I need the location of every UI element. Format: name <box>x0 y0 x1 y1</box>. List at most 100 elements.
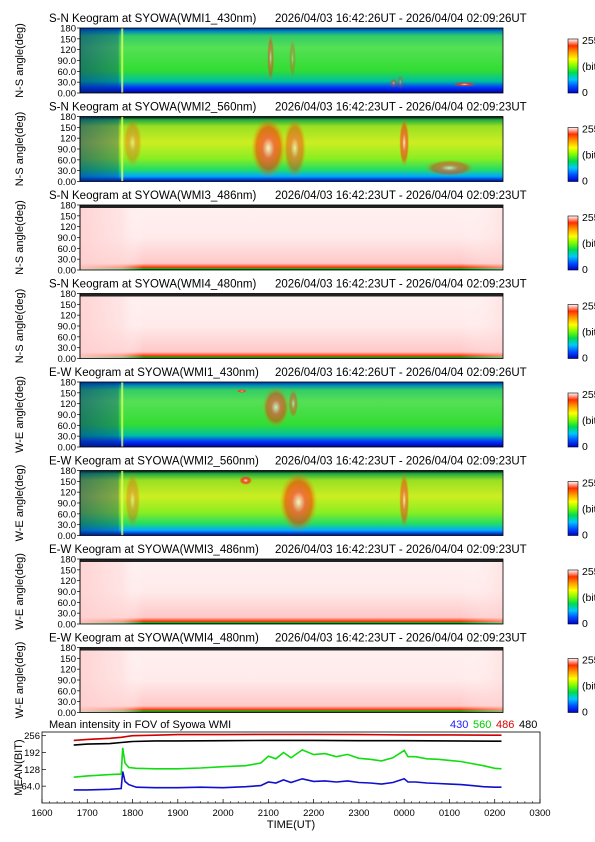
colorbar <box>567 569 579 625</box>
aurora-feature <box>279 472 318 532</box>
keogram-edge-band <box>80 293 503 297</box>
y-tick-label: 30.0 <box>58 609 77 620</box>
colorbar <box>567 215 579 271</box>
aurora-feature <box>399 118 410 168</box>
colorbar <box>567 481 579 536</box>
panel-title: S-N Keogram at SYOWA(WMI4_480nm) <box>49 279 256 291</box>
colorbar-min-label: 0 <box>582 530 588 542</box>
aurora-feature <box>396 74 404 90</box>
y-tick-label: 30.0 <box>58 432 77 443</box>
aurora-feature <box>251 118 286 178</box>
colorbar-max-label: 255 <box>582 655 595 667</box>
y-tick-label: 256 <box>24 731 40 742</box>
y-tick-label: 120 <box>60 311 76 322</box>
colorbar-unit-label: (bit) <box>582 238 595 250</box>
colorbar-max-label: 255 <box>582 478 595 490</box>
aurora-feature <box>289 38 297 79</box>
y-tick-label: 150 <box>60 654 76 665</box>
keogram-panel: S-N Keogram at SYOWA(WMI4_480nm) 2026/04/… <box>14 279 595 366</box>
series-line-560 <box>73 747 502 778</box>
x-tick-label: 0000 <box>394 808 415 819</box>
y-tick-label: 60.0 <box>58 332 77 343</box>
keogram-edge-band <box>80 205 503 208</box>
y-tick-label: 128 <box>24 765 40 776</box>
y-tick-label: 120 <box>60 399 76 410</box>
y-tick-label: 180 <box>60 112 76 123</box>
colorbar-min-label: 0 <box>582 618 588 630</box>
keogram-shading <box>80 559 503 624</box>
y-tick-label: 60.0 <box>58 421 77 432</box>
y-tick-label: 60.0 <box>58 244 77 255</box>
panel-title: E-W Keogram at SYOWA(WMI2_560nm) <box>49 456 259 468</box>
panel-time-range: 2026/04/03 16:42:23UT - 2026/04/04 02:09… <box>275 456 527 468</box>
y-tick-label: 0.00 <box>58 177 77 188</box>
panel-time-range: 2026/04/03 16:42:23UT - 2026/04/04 02:09… <box>275 279 527 291</box>
keogram-panel: E-W Keogram at SYOWA(WMI3_486nm) 2026/04/… <box>14 544 595 631</box>
colorbar-max-label: 255 <box>582 389 595 401</box>
x-tick-label: 2100 <box>258 808 279 819</box>
x-tick-label: 1900 <box>167 808 188 819</box>
keogram-onset-stripe <box>121 470 124 536</box>
panel-title: S-N Keogram at SYOWA(WMI1_430nm) <box>49 13 256 25</box>
keogram-onset-stripe <box>121 382 124 447</box>
y-tick-label: 60.0 <box>58 598 77 609</box>
colorbar-min-label: 0 <box>582 707 588 719</box>
y-tick-label: 90.0 <box>58 410 77 421</box>
x-tick-label: 1600 <box>31 808 52 819</box>
aurora-feature <box>236 389 247 393</box>
keogram-shading <box>80 647 503 713</box>
y-axis-label: N-S angle(deg) <box>14 200 26 275</box>
y-tick-label: 192 <box>24 748 40 759</box>
aurora-feature <box>124 472 141 529</box>
colorbar-unit-label: (bit) <box>582 415 595 427</box>
y-tick-label: 90.0 <box>58 145 77 156</box>
x-tick-label: 0200 <box>484 808 505 819</box>
colorbar-unit-label: (bit) <box>582 592 595 604</box>
series-line-480 <box>73 739 502 746</box>
keogram-onset-stripe <box>121 116 124 182</box>
colorbar-min-label: 0 <box>582 441 588 453</box>
keogram-panel: S-N Keogram at SYOWA(WMI2_560nm) 2026/04/… <box>14 102 595 189</box>
mean-plot-frame <box>41 731 541 804</box>
legend-entry-430: 430 <box>450 719 468 731</box>
keogram-panel: E-W Keogram at SYOWA(WMI4_480nm) 2026/04/… <box>14 633 595 720</box>
colorbar-unit-label: (bit) <box>582 681 595 693</box>
y-tick-label: 30.0 <box>58 520 77 531</box>
series-line-430 <box>73 771 502 791</box>
panel-time-range: 2026/04/03 16:42:23UT - 2026/04/04 02:09… <box>275 102 527 114</box>
aurora-feature <box>123 118 143 168</box>
y-axis-label: W-E angle(deg) <box>14 642 26 719</box>
colorbar <box>567 127 579 182</box>
y-tick-label: 150 <box>60 565 76 576</box>
keogram-onset-stripe <box>121 28 124 93</box>
colorbar-min-label: 0 <box>582 87 588 99</box>
colorbar <box>567 658 579 713</box>
y-tick-label: 90.0 <box>58 676 77 687</box>
colorbar-max-label: 255 <box>582 124 595 136</box>
y-tick-label: 60.0 <box>58 509 77 520</box>
keogram-panel: E-W Keogram at SYOWA(WMI2_560nm) 2026/04/… <box>14 456 595 543</box>
y-tick-label: 30.0 <box>58 697 77 708</box>
series-line-486 <box>73 733 502 742</box>
aurora-feature <box>283 118 307 178</box>
y-tick-label: 120 <box>60 45 76 56</box>
y-tick-label: 30.0 <box>58 343 77 354</box>
y-tick-label: 90.0 <box>58 56 77 67</box>
y-tick-label: 120 <box>60 576 76 587</box>
panel-time-range: 2026/04/03 16:42:23UT - 2026/04/04 02:09… <box>275 190 527 202</box>
colorbar-max-label: 255 <box>582 301 595 313</box>
y-axis-label: W-E angle(deg) <box>14 465 26 542</box>
colorbar-unit-label: (bit) <box>582 61 595 73</box>
colorbar-max-label: 255 <box>582 212 595 224</box>
x-tick-label: 2300 <box>348 808 369 819</box>
y-tick-label: 120 <box>60 488 76 499</box>
y-tick-label: 64.0 <box>22 782 41 793</box>
mean-intensity-panel: Mean intensity in FOV of Syowa WMI 430 560… <box>13 719 551 831</box>
colorbar-min-label: 0 <box>582 353 588 365</box>
y-tick-label: 180 <box>60 378 76 389</box>
colorbar-min-label: 0 <box>582 176 588 188</box>
keogram-panel: S-N Keogram at SYOWA(WMI1_430nm) 2026/04/… <box>14 13 595 100</box>
y-tick-label: 180 <box>60 466 76 477</box>
y-tick-label: 0.00 <box>58 443 77 454</box>
